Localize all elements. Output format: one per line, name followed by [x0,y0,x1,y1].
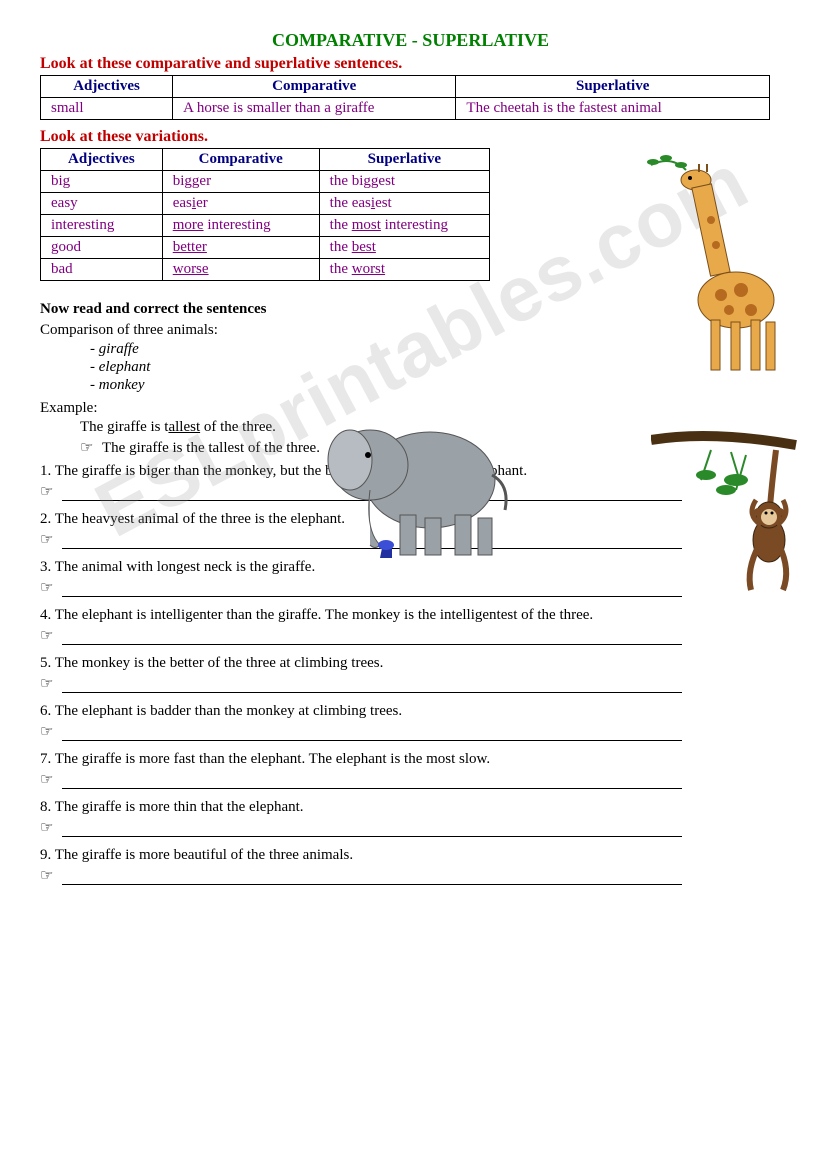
question-text: 8. The giraffe is more thin that the ele… [40,799,781,816]
cell-adj: bad [41,259,163,281]
example-underlined: allest [168,419,200,435]
pointer-icon: ☞ [40,674,62,693]
answer-line[interactable]: ☞ [40,626,781,645]
pointer-icon: ☞ [40,722,62,741]
table-header-row: Adjectives Comparative Superlative [41,76,770,98]
table-row: bigbiggerthe biggest [41,171,490,193]
cell-sup: the biggest [319,171,489,193]
answer-line[interactable]: ☞ [40,722,781,741]
th-comparative: Comparative [173,76,456,98]
table-row: easyeasierthe easiest [41,193,490,215]
elephant-illustration [310,390,520,570]
cell-sup: the easiest [319,193,489,215]
cell-comp: worse [162,259,319,281]
giraffe-illustration [641,150,791,380]
th-adjectives: Adjectives [41,76,173,98]
example-post: of the three. [200,419,276,435]
th-superlative: Superlative [456,76,770,98]
table-sentences: Adjectives Comparative Superlative small… [40,75,770,120]
pointer-icon: ☞ [40,578,62,597]
cell-comp: easier [162,193,319,215]
cell-adj: easy [41,193,163,215]
blank-line[interactable] [62,822,682,837]
table-row: interestingmore interestingthe most inte… [41,215,490,237]
pointer-icon: ☞ [40,626,62,645]
question-text: 9. The giraffe is more beautiful of the … [40,847,781,864]
table-header-row: Adjectives Comparative Superlative [41,149,490,171]
blank-line[interactable] [62,870,682,885]
blank-line[interactable] [62,774,682,789]
th-comparative: Comparative [162,149,319,171]
cell-comp: better [162,237,319,259]
blank-line[interactable] [62,582,682,597]
pointer-icon: ☞ [40,482,62,501]
example-pre: The giraffe is t [80,419,168,435]
pointer-icon: ☞ [80,438,102,457]
cell-sup: The cheetah is the fastest animal [456,98,770,120]
cell-adj: good [41,237,163,259]
cell-adj: small [41,98,173,120]
blank-line[interactable] [62,630,682,645]
monkey-illustration [651,430,801,610]
question-text: 7. The giraffe is more fast than the ele… [40,751,781,768]
answer-line[interactable]: ☞ [40,866,781,885]
answer-line[interactable]: ☞ [40,770,781,789]
th-superlative: Superlative [319,149,489,171]
cell-sup: the most interesting [319,215,489,237]
pointer-icon: ☞ [40,818,62,837]
answer-line[interactable]: ☞ [40,818,781,837]
pointer-icon: ☞ [40,866,62,885]
cell-adj: big [41,171,163,193]
cell-comp: bigger [162,171,319,193]
page-title: COMPARATIVE - SUPERLATIVE [40,30,781,51]
table-row: goodbetterthe best [41,237,490,259]
th-adjectives: Adjectives [41,149,163,171]
cell-sup: the best [319,237,489,259]
cell-adj: interesting [41,215,163,237]
section2-heading: Look at these variations. [40,128,781,146]
pointer-icon: ☞ [40,530,62,549]
table-row: small A horse is smaller than a giraffe … [41,98,770,120]
table-variations: Adjectives Comparative Superlative bigbi… [40,148,490,281]
blank-line[interactable] [62,726,682,741]
cell-comp: more interesting [162,215,319,237]
table-row: badworsethe worst [41,259,490,281]
pointer-icon: ☞ [40,770,62,789]
cell-sup: the worst [319,259,489,281]
blank-line[interactable] [62,678,682,693]
question-text: 5. The monkey is the better of the three… [40,655,781,672]
cell-comp: A horse is smaller than a giraffe [173,98,456,120]
answer-line[interactable]: ☞ [40,674,781,693]
section1-heading: Look at these comparative and superlativ… [40,55,781,73]
example-answer-text: The giraffe is the tallest of the three. [102,440,320,456]
question-text: 6. The elephant is badder than the monke… [40,703,781,720]
